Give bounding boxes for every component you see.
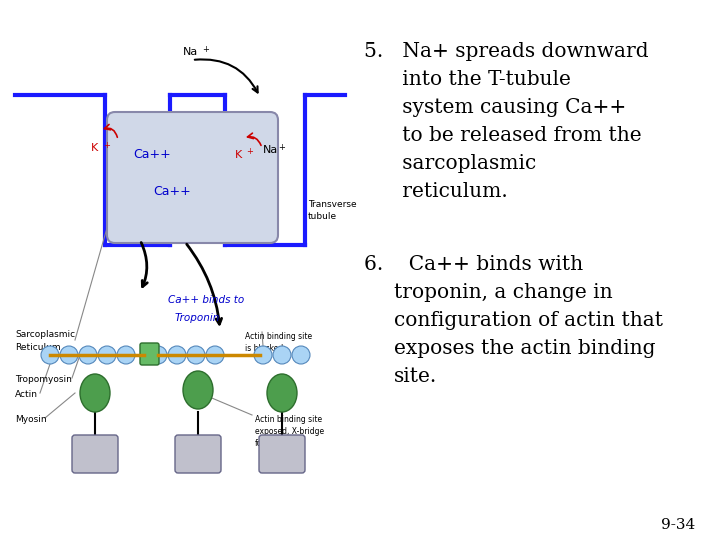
Text: tubule: tubule <box>308 212 337 221</box>
Text: +: + <box>202 45 209 55</box>
Text: +: + <box>103 140 110 150</box>
Circle shape <box>98 346 116 364</box>
Circle shape <box>292 346 310 364</box>
Text: exposed, X-bridge: exposed, X-bridge <box>255 427 324 436</box>
Text: K: K <box>91 143 99 153</box>
Text: 5.   Na+ spreads downward: 5. Na+ spreads downward <box>364 42 648 61</box>
Text: Ca++: Ca++ <box>153 185 191 198</box>
Text: configuration of actin that: configuration of actin that <box>394 311 662 330</box>
FancyBboxPatch shape <box>175 435 221 473</box>
FancyBboxPatch shape <box>107 112 278 243</box>
Text: Actin binding site: Actin binding site <box>245 332 312 341</box>
Circle shape <box>254 346 272 364</box>
Ellipse shape <box>80 374 110 412</box>
Ellipse shape <box>267 374 297 412</box>
Text: is blocked: is blocked <box>245 344 283 353</box>
Circle shape <box>117 346 135 364</box>
Text: forms: forms <box>255 439 277 448</box>
Text: K: K <box>235 150 242 160</box>
Text: Ca++ binds to: Ca++ binds to <box>168 295 244 305</box>
Circle shape <box>60 346 78 364</box>
Text: reticulum.: reticulum. <box>364 182 508 201</box>
Text: Na: Na <box>182 47 197 57</box>
Circle shape <box>206 346 224 364</box>
Text: to be released from the: to be released from the <box>364 126 642 145</box>
Circle shape <box>79 346 97 364</box>
Text: Troponin: Troponin <box>175 313 220 323</box>
Ellipse shape <box>183 371 213 409</box>
FancyBboxPatch shape <box>140 343 159 365</box>
Text: +: + <box>246 147 253 157</box>
Circle shape <box>168 346 186 364</box>
Text: Reticulum: Reticulum <box>15 343 60 352</box>
Circle shape <box>187 346 205 364</box>
Text: Na: Na <box>263 145 278 155</box>
Text: Tropomyosin: Tropomyosin <box>15 375 72 384</box>
Text: 6.    Ca++ binds with: 6. Ca++ binds with <box>364 255 582 274</box>
Text: troponin, a change in: troponin, a change in <box>394 283 612 302</box>
Circle shape <box>41 346 59 364</box>
Text: Myosin: Myosin <box>15 415 47 424</box>
Text: into the T-tubule: into the T-tubule <box>364 70 570 89</box>
Text: Actin binding site: Actin binding site <box>255 415 322 424</box>
Circle shape <box>273 346 291 364</box>
FancyBboxPatch shape <box>259 435 305 473</box>
Text: Transverse: Transverse <box>308 200 356 209</box>
FancyBboxPatch shape <box>72 435 118 473</box>
Circle shape <box>149 346 167 364</box>
Text: Sarcoplasmic: Sarcoplasmic <box>15 330 75 339</box>
Text: Ca++: Ca++ <box>133 148 171 161</box>
Text: site.: site. <box>394 367 437 386</box>
Text: sarcoplasmic: sarcoplasmic <box>364 154 536 173</box>
Text: Actin: Actin <box>15 390 38 399</box>
Text: 9-34: 9-34 <box>661 518 695 532</box>
Text: exposes the actin binding: exposes the actin binding <box>394 339 655 358</box>
Text: system causing Ca++: system causing Ca++ <box>364 98 626 117</box>
Text: +: + <box>278 143 285 152</box>
